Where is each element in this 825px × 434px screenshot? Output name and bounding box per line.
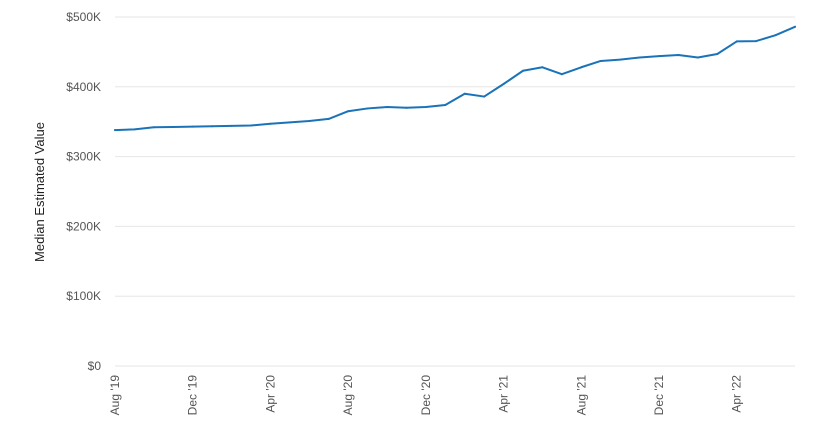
data-point bbox=[560, 73, 563, 76]
x-tick-label: Apr '20 bbox=[263, 375, 277, 413]
data-point bbox=[386, 106, 388, 109]
x-tick-label: Dec '19 bbox=[186, 375, 200, 416]
x-tick-label: Aug '21 bbox=[574, 375, 588, 416]
data-point bbox=[191, 125, 194, 128]
data-point bbox=[658, 55, 660, 58]
x-tick-label: Dec '21 bbox=[652, 375, 666, 416]
data-point bbox=[677, 54, 680, 57]
data-point bbox=[211, 125, 214, 128]
x-tick-label: Aug '19 bbox=[108, 375, 122, 416]
data-point bbox=[366, 107, 369, 110]
y-tick-label: $200K bbox=[66, 219, 101, 233]
data-point bbox=[638, 56, 641, 59]
y-axis: $0 $100K $200K $300K $400K $500K bbox=[66, 10, 101, 373]
data-point bbox=[133, 128, 136, 131]
data-point bbox=[172, 125, 175, 128]
x-tick-label: Dec '20 bbox=[419, 375, 433, 416]
data-point bbox=[250, 124, 252, 127]
x-tick-label: Aug '20 bbox=[341, 375, 355, 416]
y-tick-label: $400K bbox=[66, 80, 101, 94]
data-point bbox=[522, 69, 524, 72]
data-point bbox=[483, 95, 486, 98]
data-point bbox=[599, 59, 602, 62]
x-axis: Aug '19 Dec '19 Apr '20 Aug '20 Dec '20 Apr '… bbox=[108, 375, 744, 416]
data-point bbox=[152, 126, 155, 129]
data-point bbox=[755, 40, 758, 43]
data-point bbox=[347, 110, 350, 113]
data-point bbox=[541, 66, 544, 69]
data-point bbox=[794, 25, 796, 28]
data-point bbox=[269, 122, 272, 125]
data-point bbox=[580, 66, 583, 69]
y-tick-label: $0 bbox=[88, 359, 102, 373]
x-tick-label: Apr '22 bbox=[730, 375, 744, 413]
data-point bbox=[308, 120, 311, 123]
data-point bbox=[405, 106, 408, 109]
data-point bbox=[502, 83, 505, 86]
data-point bbox=[735, 40, 738, 43]
series-line bbox=[114, 25, 796, 132]
y-tick-label: $100K bbox=[66, 289, 101, 303]
grid bbox=[115, 16, 795, 367]
y-axis-title: Median Estimated Value bbox=[32, 122, 47, 262]
data-point bbox=[696, 56, 699, 59]
y-tick-label: $500K bbox=[66, 10, 101, 24]
y-tick-label: $300K bbox=[66, 150, 101, 164]
x-tick-label: Apr '21 bbox=[497, 375, 511, 413]
data-point bbox=[230, 124, 233, 127]
data-point bbox=[114, 129, 116, 132]
data-point bbox=[288, 121, 291, 124]
data-point bbox=[424, 106, 427, 109]
series bbox=[114, 25, 796, 132]
data-point bbox=[619, 58, 622, 61]
data-point bbox=[444, 103, 447, 106]
data-point bbox=[716, 52, 719, 55]
data-point bbox=[463, 92, 466, 95]
data-point bbox=[327, 117, 330, 120]
data-point bbox=[774, 34, 777, 37]
